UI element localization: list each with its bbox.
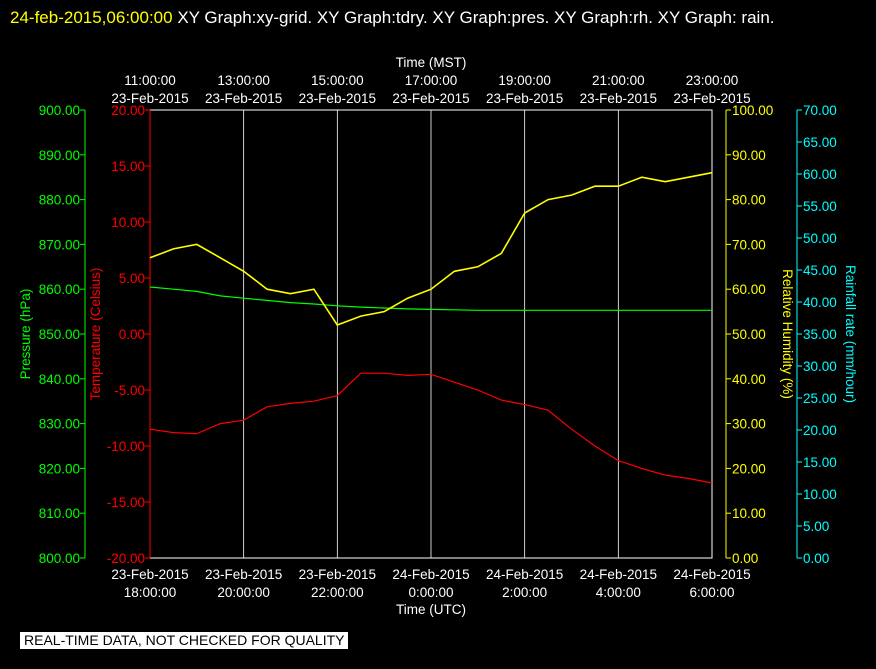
x-top-tick-date: 23-Feb-2015 bbox=[111, 91, 188, 106]
x-top-axis-label: Time (MST) bbox=[396, 55, 467, 70]
x-top-tick-date: 23-Feb-2015 bbox=[673, 91, 750, 106]
x-top-tick-time: 15:00:00 bbox=[311, 73, 364, 88]
humidity-axis-label: Relative Humidity (%) bbox=[780, 269, 795, 399]
x-tick-time: 22:00:00 bbox=[311, 585, 364, 600]
rain-tick-label: 50.00 bbox=[803, 231, 837, 246]
pressure-tick-label: 850.00 bbox=[39, 327, 80, 342]
x-top-tick-date: 23-Feb-2015 bbox=[299, 91, 376, 106]
axis-labels: 23-Feb-2015 18:00:00 11:00:00 23-Feb-2015 23… bbox=[18, 55, 858, 617]
x-top-tick-time: 11:00:00 bbox=[124, 73, 176, 88]
x-top-tick-date: 23-Feb-2015 bbox=[205, 91, 282, 106]
temperature-tick-label: 10.00 bbox=[111, 215, 145, 230]
pressure-tick-label: 900.00 bbox=[39, 103, 80, 118]
x-tick-date: 23-Feb-2015 bbox=[111, 567, 188, 582]
rain-axis-label: Rainfall rate (mm/hour) bbox=[843, 265, 858, 403]
x-tick-date: 24-Feb-2015 bbox=[580, 567, 657, 582]
temperature-tick-label: 15.00 bbox=[111, 159, 145, 174]
temperature-tick-label: 0.00 bbox=[119, 327, 145, 342]
x-tick-date: 23-Feb-2015 bbox=[205, 567, 282, 582]
x-top-tick-time: 21:00:00 bbox=[592, 73, 645, 88]
humidity-tick-label: 80.00 bbox=[732, 193, 766, 208]
rain-tick-label: 15.00 bbox=[803, 455, 837, 470]
x-tick-time: 2:00:00 bbox=[502, 585, 547, 600]
pressure-tick-label: 870.00 bbox=[39, 237, 80, 252]
temperature-tick-label: -5.00 bbox=[114, 383, 145, 398]
temperature-tick-label: 20.00 bbox=[111, 103, 145, 118]
x-tick-time: 18:00:00 bbox=[124, 585, 177, 600]
x-tick-date: 24-Feb-2015 bbox=[673, 567, 750, 582]
rain-tick-label: 70.00 bbox=[803, 103, 837, 118]
x-top-tick-time: 19:00:00 bbox=[498, 73, 551, 88]
humidity-tick-label: 50.00 bbox=[732, 327, 766, 342]
pressure-tick-label: 830.00 bbox=[39, 417, 80, 432]
x-tick-time: 4:00:00 bbox=[596, 585, 641, 600]
temperature-tick-label: -10.00 bbox=[107, 439, 145, 454]
x-top-tick-time: 17:00:00 bbox=[405, 73, 458, 88]
rain-tick-label: 40.00 bbox=[803, 295, 837, 310]
rain-tick-label: 30.00 bbox=[803, 359, 837, 374]
temperature-tick-label: -15.00 bbox=[107, 495, 145, 510]
series-line-pressure bbox=[149, 286, 712, 311]
x-top-tick-date: 23-Feb-2015 bbox=[580, 91, 657, 106]
series-lines bbox=[149, 171, 713, 484]
x-tick-time: 6:00:00 bbox=[689, 585, 734, 600]
pressure-tick-label: 840.00 bbox=[39, 372, 80, 387]
pressure-tick-label: 810.00 bbox=[39, 506, 80, 521]
series-line-relative-humidity bbox=[149, 171, 713, 326]
rain-tick-label: 5.00 bbox=[803, 519, 829, 534]
humidity-tick-label: 70.00 bbox=[732, 237, 766, 252]
x-top-tick-date: 23-Feb-2015 bbox=[392, 91, 469, 106]
weather-chart: 23-Feb-2015 18:00:00 11:00:00 23-Feb-2015 23… bbox=[18, 55, 858, 617]
pressure-tick-label: 820.00 bbox=[39, 461, 80, 476]
x-tick-date: 23-Feb-2015 bbox=[299, 567, 376, 582]
rain-tick-label: 60.00 bbox=[803, 167, 837, 182]
humidity-tick-label: 60.00 bbox=[732, 282, 766, 297]
x-top-tick-date: 23-Feb-2015 bbox=[486, 91, 563, 106]
humidity-tick-label: 40.00 bbox=[732, 372, 766, 387]
pressure-tick-label: 860.00 bbox=[39, 282, 80, 297]
humidity-tick-label: 100.00 bbox=[732, 103, 773, 118]
rain-tick-label: 65.00 bbox=[803, 135, 837, 150]
rain-tick-label: 10.00 bbox=[803, 487, 837, 502]
temperature-axis-label: Temperature (Celsius) bbox=[88, 268, 103, 401]
rain-tick-label: 45.00 bbox=[803, 263, 837, 278]
rain-tick-label: 0.00 bbox=[803, 551, 829, 566]
x-top-tick-time: 13:00:00 bbox=[217, 73, 270, 88]
x-top-tick-time: 23:00:00 bbox=[686, 73, 739, 88]
graph-title: 24-feb-2015,06:00:00 XY Graph:xy-grid. X… bbox=[10, 2, 860, 33]
x-tick-date: 24-Feb-2015 bbox=[486, 567, 563, 582]
pressure-tick-label: 800.00 bbox=[39, 551, 80, 566]
humidity-tick-label: 20.00 bbox=[732, 461, 766, 476]
humidity-tick-label: 90.00 bbox=[732, 148, 766, 163]
x-tick-date: 24-Feb-2015 bbox=[392, 567, 469, 582]
humidity-tick-label: 30.00 bbox=[732, 417, 766, 432]
rain-tick-label: 35.00 bbox=[803, 327, 837, 342]
pressure-tick-label: 880.00 bbox=[39, 193, 80, 208]
rain-tick-label: 20.00 bbox=[803, 423, 837, 438]
graph-list: XY Graph:xy-grid. XY Graph:tdry. XY Grap… bbox=[177, 8, 775, 27]
humidity-tick-label: 10.00 bbox=[732, 506, 766, 521]
series-line-temperature bbox=[149, 372, 713, 484]
axes bbox=[80, 109, 802, 559]
rain-tick-label: 55.00 bbox=[803, 199, 837, 214]
rain-tick-label: 25.00 bbox=[803, 391, 837, 406]
grid-lines bbox=[243, 110, 619, 558]
x-tick-time: 20:00:00 bbox=[217, 585, 270, 600]
temperature-tick-label: -20.00 bbox=[107, 551, 145, 566]
pressure-tick-label: 890.00 bbox=[39, 148, 80, 163]
temperature-tick-label: 5.00 bbox=[119, 271, 145, 286]
x-axis-label: Time (UTC) bbox=[396, 602, 466, 617]
humidity-tick-label: 0.00 bbox=[732, 551, 758, 566]
x-tick-time: 0:00:00 bbox=[408, 585, 453, 600]
qc-notice: REAL-TIME DATA, NOT CHECKED FOR QUALITY bbox=[20, 632, 349, 649]
pressure-axis-label: Pressure (hPa) bbox=[18, 289, 33, 380]
timestamp: 24-feb-2015,06:00:00 bbox=[10, 8, 173, 27]
